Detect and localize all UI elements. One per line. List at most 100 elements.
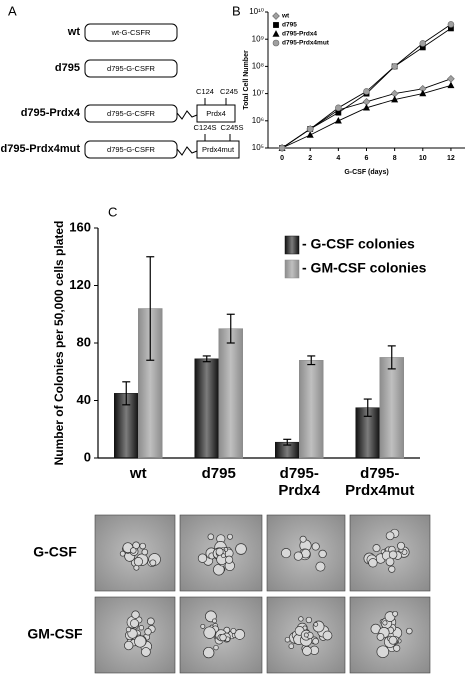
cell (130, 547, 137, 554)
cell (227, 533, 233, 540)
data-point (419, 40, 427, 47)
data-point (335, 104, 342, 112)
data-point (278, 144, 286, 152)
construct-label: d795-Prdx4mut (1, 143, 81, 155)
receptor-text: d795-G-CSFR (107, 145, 156, 154)
data-point (391, 63, 398, 70)
x-tick-label: 6 (365, 155, 369, 162)
linker (176, 110, 198, 120)
legend-marker (273, 22, 279, 28)
legend-swatch (284, 235, 300, 255)
cell (130, 618, 139, 628)
data-point (447, 81, 455, 89)
x-tick-label: 8 (393, 155, 397, 162)
row-label: G-CSF (33, 544, 77, 560)
construct-label: wt (67, 26, 81, 38)
cell (139, 542, 146, 550)
cell (215, 547, 224, 556)
data-point (334, 116, 342, 124)
y-axis-label: Total Cell Number (243, 50, 250, 110)
legend-marker (272, 39, 280, 47)
cell (368, 558, 378, 568)
cell (302, 646, 312, 656)
cell (388, 635, 398, 645)
cell (322, 630, 333, 641)
cell (146, 617, 155, 626)
fusion-box (196, 140, 240, 159)
cell (144, 628, 152, 636)
cell (385, 557, 395, 567)
cell (303, 632, 309, 638)
cell (219, 633, 227, 642)
data-point (362, 103, 371, 111)
construct-label: d795-Prdx4 (21, 107, 81, 119)
x-tick-label: 10 (419, 155, 427, 162)
cell (299, 535, 307, 543)
x-tick-label: 2 (308, 155, 312, 162)
legend-label: wt (281, 13, 290, 20)
panel-label: A (8, 3, 17, 18)
cell (382, 620, 388, 626)
legend-swatch (284, 259, 300, 279)
cell (133, 557, 143, 567)
cell (313, 622, 319, 627)
cell (149, 559, 157, 567)
cell (397, 541, 405, 550)
legend-marker (272, 12, 280, 20)
legend-marker (272, 30, 280, 37)
y-tick-label: 40 (77, 392, 91, 407)
fusion-box (196, 104, 236, 123)
cell (293, 551, 303, 561)
cell (138, 625, 145, 631)
bar (218, 328, 243, 459)
cell (221, 553, 226, 559)
x-tick-label: 0 (280, 155, 284, 162)
cell (132, 541, 140, 550)
cell (125, 626, 132, 633)
cell (197, 553, 208, 563)
y-tick-label: 10⁸ (252, 62, 264, 71)
data-point (447, 74, 455, 83)
cell (141, 647, 151, 657)
cell (131, 610, 140, 619)
site-label: C124 (196, 87, 214, 96)
data-point (306, 125, 314, 133)
receptor-text: d795-G-CSFR (107, 64, 156, 73)
construct-label: d795 (55, 62, 80, 74)
cell (392, 610, 398, 617)
cell (134, 635, 147, 648)
micrograph (179, 514, 263, 592)
cell (406, 627, 413, 635)
cell (388, 565, 396, 573)
bar (194, 358, 219, 459)
y-tick-label: 10⁹ (252, 34, 264, 43)
cell (315, 561, 326, 572)
cell (212, 618, 217, 624)
cell (281, 548, 292, 559)
panel-label: B (232, 3, 241, 18)
bar (379, 357, 404, 459)
cell (376, 645, 390, 658)
data-point (419, 89, 427, 97)
legend-label: d795-Prdx4 (282, 31, 317, 38)
cell (213, 644, 219, 651)
cell (376, 633, 385, 641)
cell (234, 629, 246, 640)
y-tick-label: 10¹⁰ (249, 7, 264, 16)
cell (203, 626, 216, 639)
x-tick-label: 4 (336, 155, 340, 162)
legend-label: d795 (282, 22, 297, 29)
x-axis-label: G-CSF (days) (344, 169, 388, 176)
fusion-text: Prdx4mut (202, 145, 235, 154)
cell (230, 627, 237, 634)
bar (299, 360, 324, 459)
cell (305, 616, 313, 624)
x-tick-label: d795-Prdx4 (278, 465, 320, 499)
cell (203, 646, 215, 659)
cell-clusters (119, 528, 413, 659)
cell (124, 640, 134, 651)
y-axis-label: Number of Colonies per 50,000 cells plat… (52, 221, 66, 466)
y-tick-label: 10⁶ (252, 116, 264, 125)
linker (176, 146, 198, 156)
